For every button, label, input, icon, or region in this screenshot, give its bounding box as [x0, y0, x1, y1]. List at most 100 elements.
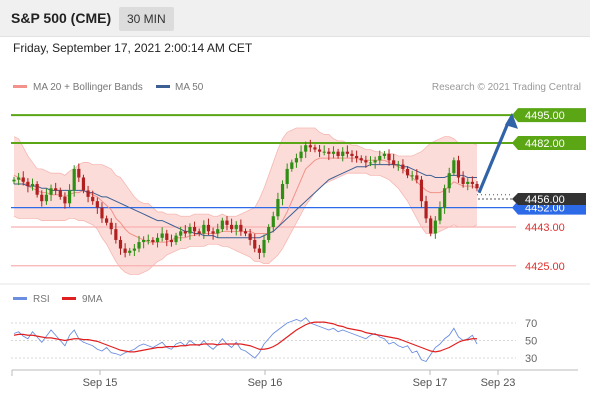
main-legend: MA 20 + Bollinger Bands MA 50 Research ©…	[13, 82, 581, 93]
rsi-tick-50: 50	[525, 336, 537, 348]
time-axis: Sep 15 Sep 16 Sep 17 Sep 23	[11, 369, 578, 389]
candle-body	[216, 229, 220, 234]
ma9-legend-label: 9MA	[82, 294, 103, 305]
candle-body	[220, 220, 224, 230]
candle-body	[86, 190, 90, 197]
candle-body	[17, 177, 21, 180]
candle-body	[123, 248, 127, 253]
candle-body	[308, 145, 312, 148]
candle-body	[373, 160, 377, 163]
candle-body	[225, 220, 229, 225]
candle-body	[438, 207, 442, 221]
current-price-label: 4456.00	[525, 194, 565, 206]
candle-body	[67, 190, 72, 204]
candle-body	[49, 188, 53, 195]
candle-body	[345, 151, 349, 154]
candle-body	[30, 183, 35, 187]
rsi-legend-swatch	[13, 297, 27, 300]
main-plot-area: 4495.00 4482.00 4452.00 4443.00 4425.00 4456.…	[11, 108, 586, 275]
candle-body	[350, 153, 354, 156]
rsi-series-9ma	[13, 321, 477, 353]
candle-body	[341, 151, 345, 156]
credit-text: Research © 2021 Trading Central	[432, 82, 581, 93]
candle-body	[378, 155, 382, 161]
candle-body	[257, 248, 261, 253]
candle-body	[132, 248, 136, 251]
candle-body	[114, 229, 118, 240]
candle-body	[188, 227, 192, 234]
candle-body	[355, 155, 359, 159]
candle-body	[271, 216, 275, 228]
candle-body	[253, 239, 257, 249]
candle-body	[174, 235, 178, 243]
bollinger-lower-line	[13, 172, 478, 275]
candle-body	[267, 227, 271, 240]
candle-body	[81, 177, 86, 191]
candle-body	[26, 181, 30, 187]
projection-arrowhead	[505, 112, 518, 129]
ma20-legend-label: MA 20 + Bollinger Bands	[33, 82, 143, 93]
candle-body	[447, 173, 451, 189]
level-label-4425-00: 4425.00	[525, 261, 565, 273]
candle-body	[21, 177, 25, 182]
candle-body	[40, 194, 44, 202]
interval-button[interactable]: 30 MIN	[119, 7, 174, 31]
candle-body	[368, 162, 373, 164]
candle-body	[452, 160, 456, 174]
candle-body	[72, 168, 76, 191]
candle-body	[137, 242, 141, 249]
candle-body	[285, 168, 289, 184]
candle-body	[183, 231, 187, 234]
candle-body	[322, 151, 326, 153]
candle-body	[475, 183, 479, 189]
candle-body	[327, 151, 331, 154]
candle-body	[105, 218, 109, 223]
candle-body	[44, 194, 49, 202]
candle-body	[239, 224, 243, 232]
candle-body	[142, 239, 146, 243]
candle-body	[91, 196, 95, 202]
level-label-4443-00: 4443.00	[525, 222, 565, 234]
bollinger-band	[14, 127, 477, 275]
candle-body	[192, 227, 197, 232]
candle-body	[401, 164, 405, 169]
time-label-sep-15: Sep 15	[83, 377, 118, 389]
candle-body	[331, 151, 336, 154]
ma20-legend-swatch	[13, 85, 27, 88]
ma50-legend-label: MA 50	[175, 82, 204, 93]
instrument-title: S&P 500 (CME)	[11, 10, 112, 26]
candle-body	[359, 158, 363, 161]
candle-body	[313, 147, 317, 150]
candle-body	[128, 250, 132, 253]
candle-body	[109, 222, 113, 230]
candle-body	[211, 231, 215, 234]
chart-header: S&P 500 (CME) 30 MIN	[0, 0, 590, 37]
candle-body	[206, 224, 211, 232]
rsi-plot-area: 30 50 70	[11, 317, 537, 365]
candle-body	[410, 175, 414, 177]
time-label-sep-23: Sep 23	[481, 377, 516, 389]
candle-body	[415, 175, 419, 180]
candle-body	[382, 153, 386, 156]
ma9-legend-swatch	[62, 297, 76, 300]
rsi-tick-30: 30	[525, 353, 537, 365]
candle-body	[456, 160, 461, 178]
candle-body	[100, 207, 104, 219]
candle-body	[169, 239, 174, 243]
candle-body	[364, 160, 368, 163]
candle-body	[95, 201, 99, 208]
candle-body	[179, 231, 183, 236]
candle-body	[294, 158, 299, 163]
candle-body	[165, 233, 169, 240]
rsi-legend: RSI 9MA	[13, 294, 103, 305]
candle-body	[280, 183, 285, 200]
candle-body	[396, 164, 400, 166]
candle-body	[230, 224, 234, 230]
candle-body	[160, 233, 164, 238]
level-box-4495-00	[512, 108, 586, 123]
level-label-4495-00: 4495.00	[525, 110, 565, 122]
candle-body	[317, 149, 322, 152]
candle-body	[155, 237, 160, 243]
candle-body	[262, 239, 266, 253]
